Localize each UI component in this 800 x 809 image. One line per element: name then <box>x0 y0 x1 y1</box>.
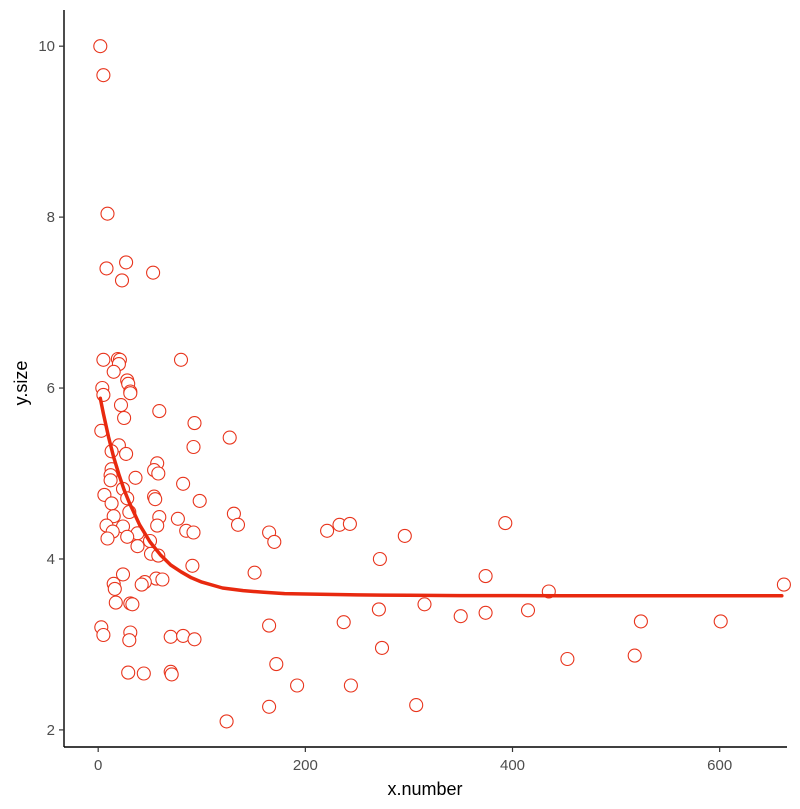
data-point <box>186 525 201 540</box>
data-point <box>96 627 111 643</box>
y-tick-label: 8 <box>47 209 55 226</box>
data-point <box>134 577 149 592</box>
data-point <box>222 430 237 445</box>
y-tick-label: 2 <box>47 722 55 739</box>
data-point <box>409 698 424 713</box>
data-point <box>146 265 161 280</box>
data-point <box>151 548 166 563</box>
data-point <box>343 678 358 693</box>
data-point <box>108 595 123 610</box>
data-point <box>93 39 108 54</box>
data-point <box>113 398 129 413</box>
data-point <box>560 651 575 667</box>
data-point <box>336 615 351 630</box>
x-tick-label: 400 <box>500 757 525 774</box>
data-point <box>155 572 170 587</box>
data-point <box>633 614 648 629</box>
y-axis-title: y.size <box>11 361 31 406</box>
data-point <box>103 473 118 488</box>
data-point <box>120 529 135 544</box>
data-point <box>478 605 493 620</box>
data-point <box>122 633 137 648</box>
fit-curve <box>98 396 784 598</box>
data-point <box>269 657 284 672</box>
data-point <box>150 518 165 533</box>
data-point <box>417 597 432 612</box>
data-point <box>173 352 189 367</box>
data-point <box>114 273 130 288</box>
data-point <box>107 581 122 596</box>
data-point <box>121 665 136 680</box>
data-point <box>478 569 493 584</box>
data-point <box>372 551 387 567</box>
data-point <box>185 558 200 573</box>
data-point <box>164 667 179 682</box>
data-point <box>125 597 140 612</box>
data-point <box>520 603 536 618</box>
data-point <box>186 439 201 455</box>
y-tick-label: 4 <box>47 551 55 568</box>
data-point <box>148 492 163 507</box>
data-point <box>374 640 390 655</box>
data-point <box>119 446 134 461</box>
data-point <box>106 364 121 379</box>
data-point <box>136 666 151 681</box>
data-point <box>187 416 202 431</box>
data-point <box>247 565 262 580</box>
data-point <box>713 614 728 629</box>
data-point <box>99 261 114 276</box>
axes: 0 200 400 600 2 4 6 8 10 <box>38 10 787 774</box>
data-point <box>776 577 791 592</box>
data-point <box>187 632 202 647</box>
data-point <box>163 629 178 644</box>
data-point <box>96 68 111 83</box>
data-point <box>230 517 246 532</box>
x-tick-label: 0 <box>94 757 102 774</box>
data-point <box>104 496 119 511</box>
data-point <box>128 470 143 485</box>
data-point <box>170 511 185 526</box>
data-point <box>117 410 132 426</box>
data-point <box>627 648 642 663</box>
data-point <box>498 516 513 531</box>
data-point <box>320 523 335 538</box>
data-point <box>130 539 145 554</box>
data-point <box>262 699 277 714</box>
data-point <box>192 493 207 508</box>
x-tick-label: 200 <box>293 757 318 774</box>
y-tick-label: 6 <box>47 380 55 397</box>
data-point <box>115 567 131 582</box>
data-point <box>290 678 305 693</box>
data-point <box>152 404 167 419</box>
data-point <box>151 466 166 481</box>
data-point <box>453 609 468 624</box>
data-point <box>267 534 282 549</box>
data-point <box>262 618 277 633</box>
x-tick-label: 600 <box>707 757 732 774</box>
plot-marks <box>93 39 791 729</box>
data-point <box>96 352 111 367</box>
data-point <box>342 516 357 531</box>
data-point <box>119 255 134 270</box>
data-point <box>100 206 115 221</box>
data-point <box>397 528 412 543</box>
x-axis-title: x.number <box>387 779 462 799</box>
data-point <box>176 476 191 491</box>
data-point <box>371 602 386 617</box>
data-point <box>123 386 138 401</box>
data-point <box>100 531 115 546</box>
y-tick-label: 10 <box>38 38 55 55</box>
data-point <box>106 509 121 524</box>
data-point <box>219 714 234 729</box>
